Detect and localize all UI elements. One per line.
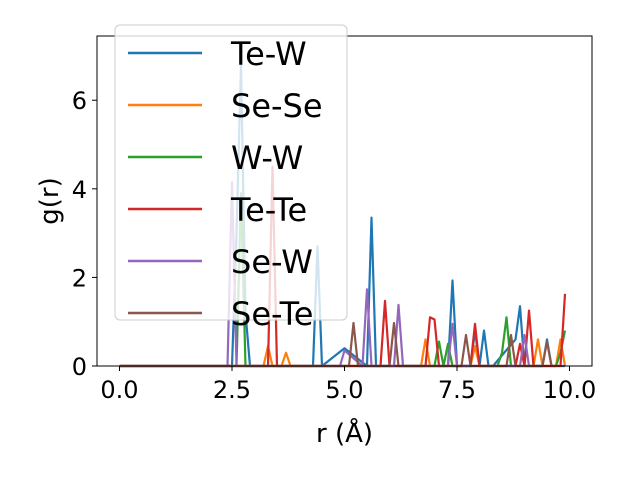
y-axis-ticks: 0 2 4 6 [72, 87, 97, 381]
x-tick-label: 2.5 [213, 376, 251, 404]
legend-label: W-W [231, 139, 303, 177]
y-tick-label: 6 [72, 87, 87, 115]
y-axis-label: g(r) [35, 177, 65, 224]
legend-label: Te-Te [230, 191, 307, 229]
legend-label: Se-W [231, 243, 313, 281]
y-tick-label: 0 [72, 353, 87, 381]
legend-box [114, 24, 348, 321]
x-axis-ticks: 0.0 2.5 5.0 7.5 10.0 [100, 366, 596, 404]
y-tick-label: 2 [72, 264, 87, 292]
x-tick-label: 7.5 [438, 376, 476, 404]
legend-label: Te-W [230, 35, 307, 73]
x-tick-label: 10.0 [543, 376, 596, 404]
x-tick-label: 5.0 [325, 376, 363, 404]
y-tick-label: 4 [72, 176, 87, 204]
x-axis-label: r (Å) [316, 417, 373, 449]
legend-label: Se-Te [231, 295, 313, 333]
x-tick-label: 0.0 [100, 376, 138, 404]
series-line-0 [119, 63, 565, 368]
legend-label: Se-Se [231, 87, 323, 125]
legend: Te-W Se-Se W-W Te-Te Se-W Se-Te [114, 24, 348, 333]
legend-items: Te-W Se-Se W-W Te-Te Se-W Se-Te [128, 35, 323, 333]
